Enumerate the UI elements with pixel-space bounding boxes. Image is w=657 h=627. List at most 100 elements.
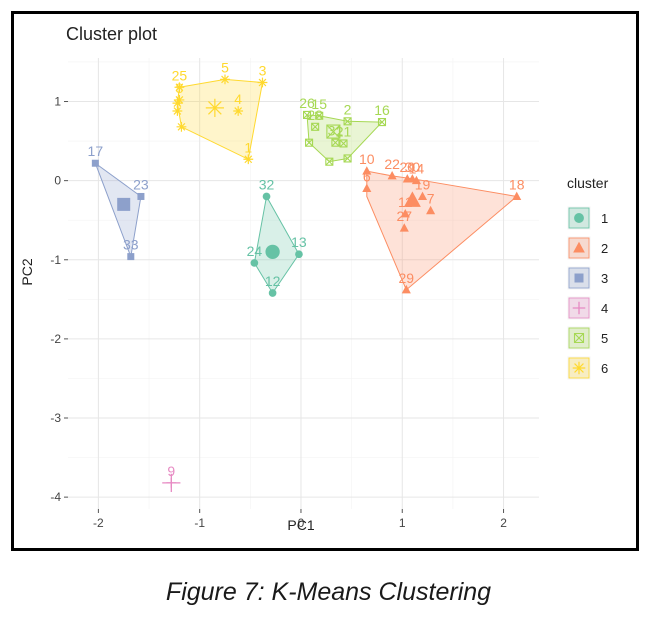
point-label: 7 <box>427 191 435 207</box>
point-label: 30 <box>405 159 421 175</box>
point-label: 6 <box>363 169 371 185</box>
point-label: 33 <box>123 237 139 253</box>
cluster-2-point <box>362 183 372 193</box>
cluster-3-point <box>91 159 99 167</box>
cluster-points <box>91 74 522 492</box>
cluster-1-point <box>268 289 277 297</box>
cluster-6-point <box>172 98 183 108</box>
y-tick-label: -4 <box>50 490 61 504</box>
point-label: 11 <box>398 194 413 210</box>
legend-marker-4 <box>572 301 586 315</box>
x-tick-label: -2 <box>93 516 104 530</box>
cluster-5-point <box>325 157 334 166</box>
cluster-6-point <box>233 106 244 116</box>
point-label: 31 <box>328 123 344 139</box>
point-label: 8 <box>176 80 184 96</box>
point-label: 4 <box>234 91 242 107</box>
cluster-2-point <box>387 170 397 180</box>
point-label: 12 <box>265 273 281 289</box>
cluster-5-point <box>339 139 348 148</box>
point-label: 26 <box>299 95 315 111</box>
cluster-3-point <box>137 192 145 200</box>
cluster-2-point <box>512 191 522 200</box>
legend-marker-5 <box>573 332 585 344</box>
plot-grid <box>68 58 539 509</box>
figure-caption: Figure 7: K-Means Clustering <box>165 578 492 606</box>
x-tick-label: 2 <box>500 516 507 530</box>
point-label: 13 <box>291 234 307 250</box>
point-label: 1 <box>244 139 252 155</box>
cluster-2-point <box>399 223 409 232</box>
legend-marker-2 <box>573 241 585 253</box>
y-tick-label: -3 <box>50 411 61 425</box>
point-label: 19 <box>415 176 431 192</box>
point-label: 2 <box>344 101 352 117</box>
cluster-6-point <box>243 154 254 165</box>
cluster-5-centroid <box>326 124 341 139</box>
cluster-5-point <box>331 138 340 147</box>
point-label: 17 <box>88 143 104 159</box>
cluster-6-centroid <box>205 98 224 117</box>
point-label: 10 <box>359 151 375 167</box>
cluster-1-point <box>295 250 303 259</box>
legend-marker-1 <box>574 213 584 223</box>
point-label: 15 <box>311 96 327 112</box>
legend-label-2: 2 <box>601 241 608 256</box>
cluster-2-point <box>401 284 411 294</box>
x-axis-label: PC1 <box>287 517 314 533</box>
legend-label-5: 5 <box>601 331 608 346</box>
point-label: 20 <box>400 159 416 175</box>
legend-label-1: 1 <box>601 211 608 226</box>
point-label: 29 <box>399 270 415 286</box>
legend-label-3: 3 <box>601 271 608 286</box>
point-label: 21 <box>336 123 352 139</box>
point-label: 16 <box>374 102 390 118</box>
cluster-2-point <box>411 175 421 185</box>
cluster-2-point <box>400 208 410 218</box>
cluster-1-point <box>262 192 271 201</box>
point-label: 25 <box>172 67 188 83</box>
cluster-5-point <box>377 118 387 127</box>
cluster-5-point <box>343 117 352 126</box>
point-label: 3 <box>259 63 267 79</box>
point-label: 14 <box>409 161 425 177</box>
cluster-6-point <box>174 82 185 93</box>
point-label: 22 <box>384 156 400 172</box>
axes: -2 -1 0 1 2-4-3-2-101 <box>50 95 507 530</box>
cluster-1-point <box>250 259 259 267</box>
point-label: 18 <box>509 176 525 192</box>
y-tick-label: 1 <box>54 95 61 109</box>
cluster-5-point <box>315 111 324 120</box>
point-label: 23 <box>133 176 149 192</box>
legend-key-3 <box>566 265 592 291</box>
legend-label-6: 6 <box>601 361 608 376</box>
point-label: 27 <box>396 208 412 224</box>
cluster-5-point <box>305 138 314 147</box>
legend-marker-6 <box>572 361 586 375</box>
chart-title: Cluster plot <box>66 24 157 44</box>
y-tick-label: 0 <box>54 174 61 188</box>
cluster-5-point <box>343 154 352 163</box>
cluster-6-point <box>172 106 183 116</box>
x-tick-label: 0 <box>298 516 305 530</box>
cluster-2-point <box>426 205 436 215</box>
legend: cluster 1 2 3 4 5 6 <box>566 175 609 381</box>
cluster-3-point <box>127 253 135 261</box>
cluster-5-point <box>302 110 312 120</box>
figure-frame: 32 13 24 12 10 6 22 20 30 14 19 11 7 27 18 29 17 23 33 9 26 1… <box>11 11 639 551</box>
point-label: 32 <box>259 176 275 192</box>
legend-key-4 <box>566 295 592 321</box>
plot-panel <box>68 58 539 509</box>
cluster-2-point <box>362 166 372 175</box>
point-label: 28 <box>307 107 323 123</box>
cluster-2-point <box>417 191 428 200</box>
legend-marker-3 <box>574 273 584 283</box>
x-tick-label: -1 <box>194 516 205 530</box>
legend-title: cluster <box>567 175 609 191</box>
cluster-2-centroid <box>403 191 421 207</box>
x-tick-label: 1 <box>399 516 406 530</box>
cluster-6-point <box>176 121 187 132</box>
y-axis-label: PC2 <box>19 258 35 285</box>
